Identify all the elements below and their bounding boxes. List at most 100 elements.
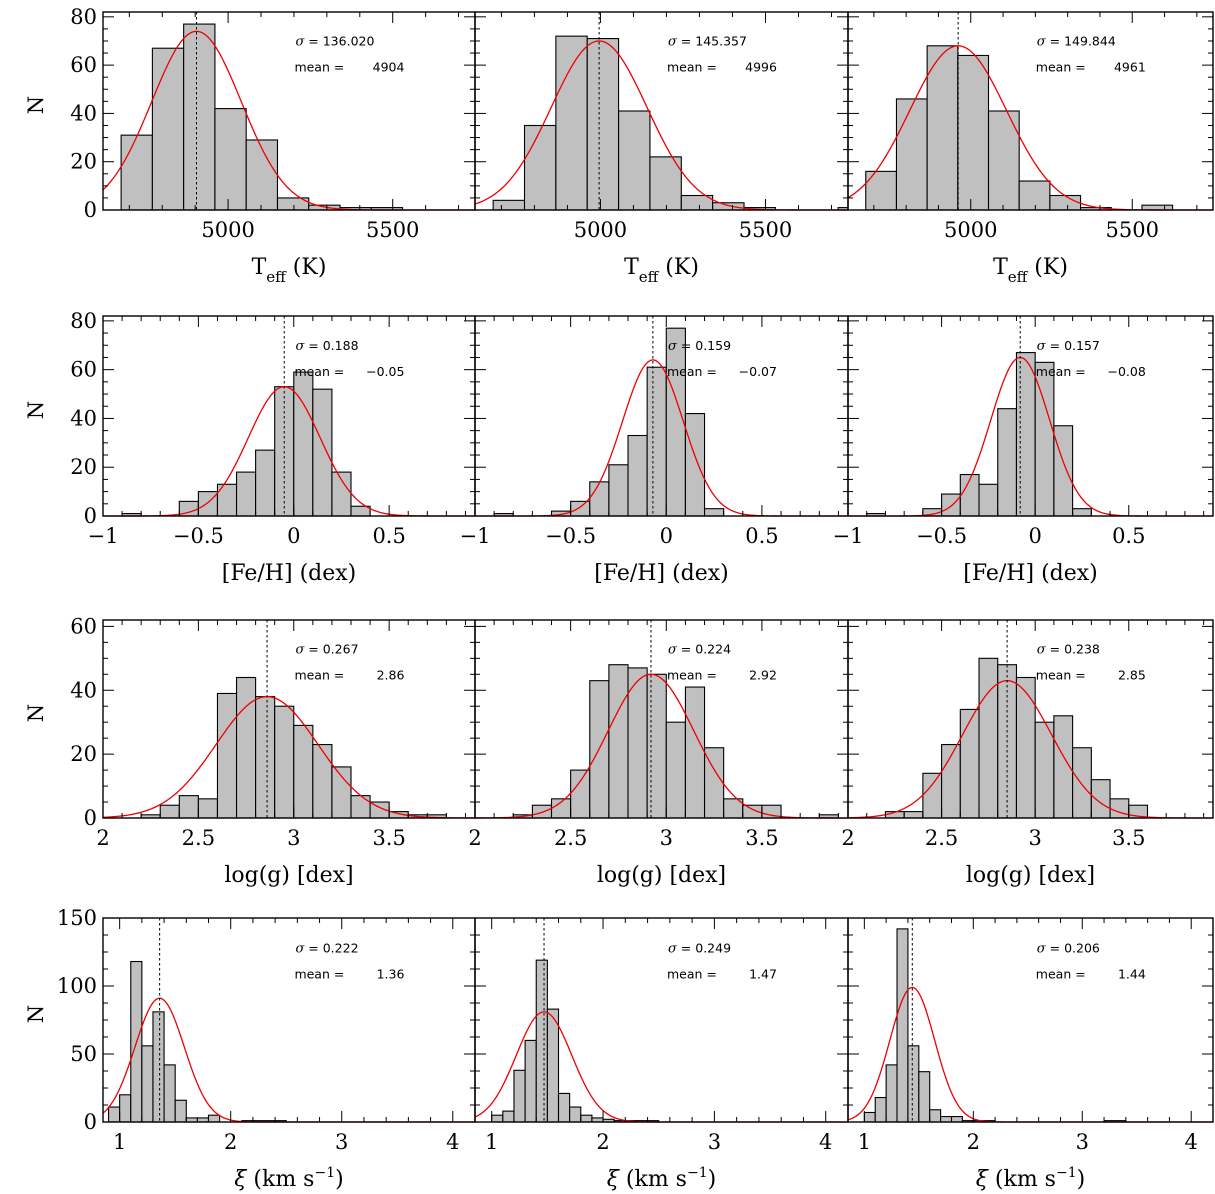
histogram-bar bbox=[665, 721, 686, 819]
x-tick-label: −1 bbox=[88, 524, 119, 548]
y-tick-label: 60 bbox=[70, 614, 97, 638]
panel-r1-c1: 5000 5500 0 20 40 60 80 N Teff (K) σ = 136.020 mea… bbox=[24, 5, 476, 286]
histogram-bar bbox=[580, 1114, 593, 1123]
x-tick-label: 5000 bbox=[574, 218, 627, 242]
histogram-bar bbox=[978, 483, 999, 517]
histogram-bar bbox=[214, 108, 247, 211]
x-tick-label: 0 bbox=[287, 524, 300, 548]
mean-annotation: mean = bbox=[1036, 364, 1086, 379]
panel-frame bbox=[847, 619, 1214, 819]
mean-value: 4961 bbox=[1114, 60, 1146, 75]
histogram-bar bbox=[120, 134, 153, 211]
x-tick-label: 5500 bbox=[366, 218, 419, 242]
x-tick-label: −0.5 bbox=[545, 524, 596, 548]
histogram-bar bbox=[502, 1110, 515, 1123]
histogram-bar bbox=[1049, 194, 1082, 211]
histogram-bar bbox=[918, 1071, 931, 1123]
histogram-bars bbox=[884, 657, 1149, 819]
histogram-bar bbox=[929, 1109, 942, 1123]
y-tick-label: 0 bbox=[84, 1110, 97, 1134]
x-tick-label: 2.5 bbox=[182, 826, 215, 850]
x-tick-label: 3.5 bbox=[745, 826, 778, 850]
histogram-bar bbox=[491, 1114, 504, 1123]
sigma-annotation: σ = 145.357 bbox=[668, 34, 747, 50]
y-tick-label: 50 bbox=[70, 1042, 97, 1066]
x-tick-label: 2 bbox=[841, 826, 854, 850]
histogram-bar bbox=[874, 1096, 887, 1123]
x-tick-label: 0 bbox=[1028, 524, 1041, 548]
histogram-bar bbox=[1015, 352, 1036, 517]
mean-annotation: mean = bbox=[294, 668, 344, 683]
panel-r2-c1: −1 −0.5 0 0.5 0 20 40 60 80 N [Fe/H] (dex) σ = 0.18… bbox=[24, 309, 476, 586]
histogram-bar bbox=[865, 170, 898, 211]
x-tick-label: 3 bbox=[660, 826, 673, 850]
mean-annotation: mean = bbox=[667, 668, 717, 683]
histogram-bar bbox=[245, 139, 279, 211]
histogram-bar bbox=[535, 959, 548, 1123]
histogram-bar bbox=[885, 1064, 898, 1123]
histogram-bar bbox=[959, 708, 980, 819]
sigma-annotation: σ = 136.020 bbox=[295, 34, 374, 50]
x-tick-label: 5000 bbox=[944, 218, 997, 242]
panel-r4-c1: 1 2 3 4 0 50 100 150 Nξ (km s−1) σ = 0.222 mean = 1… bbox=[24, 906, 476, 1192]
mean-value: 2.86 bbox=[377, 668, 405, 683]
histogram-bar bbox=[627, 667, 648, 819]
panel-r3-c3: 2 2.5 3 3.5 log(g) [dex] σ = 0.238 mean = 2.85 bbox=[841, 619, 1214, 888]
mean-value: 4996 bbox=[745, 60, 777, 75]
histogram-bar bbox=[235, 471, 257, 517]
mean-annotation: mean = bbox=[667, 364, 717, 379]
histogram-bar bbox=[1090, 779, 1111, 819]
x-axis-label: ξ (km s−1) bbox=[607, 1165, 716, 1192]
histogram-bar bbox=[207, 1114, 221, 1123]
histogram-bar bbox=[903, 811, 924, 819]
histogram-bar bbox=[1109, 798, 1130, 819]
x-tick-label: 3 bbox=[287, 826, 300, 850]
histogram-bar bbox=[524, 1039, 537, 1123]
y-tick-label: 40 bbox=[70, 678, 97, 702]
histogram-bar bbox=[178, 795, 199, 819]
gaussian-fit-curve bbox=[474, 673, 848, 819]
y-axis-label: N bbox=[24, 1005, 48, 1023]
x-tick-label: 0 bbox=[660, 524, 673, 548]
x-tick-label: −1 bbox=[460, 524, 491, 548]
histogram-bar bbox=[197, 491, 219, 517]
mean-annotation: mean = bbox=[667, 60, 717, 75]
histogram-bar bbox=[896, 928, 909, 1123]
sigma-annotation: σ = 0.206 bbox=[1037, 941, 1100, 957]
x-axis-label: Teff (K) bbox=[624, 255, 699, 286]
x-tick-label: 3 bbox=[1028, 826, 1041, 850]
y-tick-label: 80 bbox=[70, 309, 97, 333]
histogram-bar bbox=[646, 366, 667, 517]
histogram-bars bbox=[863, 928, 1127, 1123]
histogram-bar bbox=[941, 493, 961, 517]
sigma-annotation: σ = 0.188 bbox=[295, 338, 358, 354]
histogram-bar bbox=[492, 199, 526, 211]
histogram-bar bbox=[197, 798, 219, 819]
histogram-bar bbox=[1053, 425, 1074, 517]
histogram-bars bbox=[493, 327, 725, 517]
histogram-bar bbox=[684, 686, 706, 819]
y-axis-label: N bbox=[24, 96, 48, 114]
histogram-bar bbox=[570, 769, 591, 819]
y-tick-label: 40 bbox=[70, 406, 97, 430]
mean-annotation: mean = bbox=[1036, 967, 1086, 982]
sigma-annotation: σ = 0.224 bbox=[668, 642, 731, 658]
histogram-bar bbox=[569, 1106, 582, 1123]
mean-value: −0.08 bbox=[1107, 364, 1145, 379]
histogram-bar bbox=[163, 1064, 176, 1123]
histogram-bars bbox=[512, 664, 839, 819]
histogram-bar bbox=[712, 202, 745, 211]
mean-value: 1.47 bbox=[749, 967, 777, 982]
x-axis-label: log(g) [dex] bbox=[597, 863, 726, 888]
mean-annotation: mean = bbox=[294, 60, 344, 75]
x-tick-label: 1 bbox=[485, 1130, 498, 1154]
sigma-annotation: σ = 0.267 bbox=[295, 642, 358, 658]
sigma-annotation: σ = 0.159 bbox=[668, 338, 731, 354]
histogram-bar bbox=[159, 804, 180, 819]
x-axis-label: Teff (K) bbox=[993, 255, 1068, 286]
mean-value: 2.85 bbox=[1118, 668, 1146, 683]
histogram-bar bbox=[665, 327, 686, 517]
histogram-bar bbox=[1072, 747, 1092, 819]
